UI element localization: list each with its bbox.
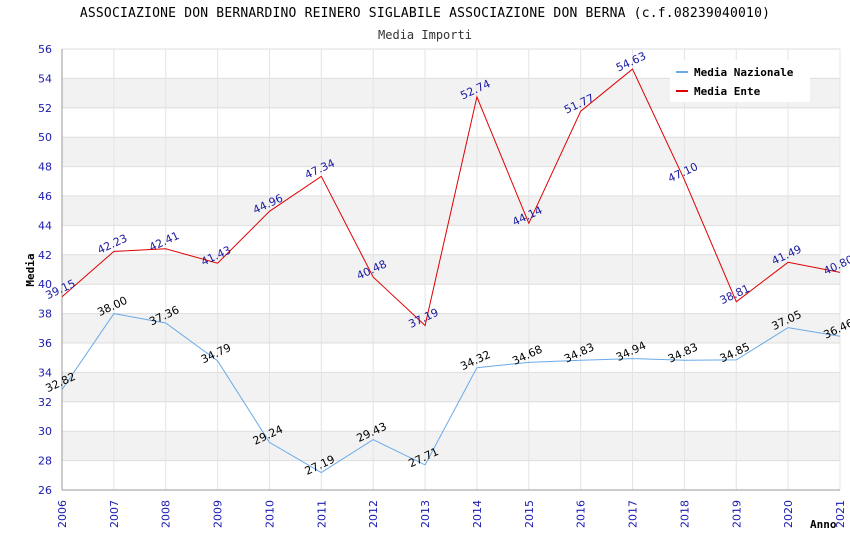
x-tick-label: 2013 [419, 500, 432, 528]
y-tick-label: 30 [38, 425, 52, 438]
y-tick-label: 34 [38, 366, 52, 379]
x-axis-label: Anno [810, 518, 837, 531]
y-tick-label: 38 [38, 308, 52, 321]
data-label-media-nazionale: 34.79 [199, 341, 233, 366]
data-label-media-nazionale: 34.32 [458, 348, 492, 373]
y-tick-label: 26 [38, 484, 52, 497]
x-tick-label: 2008 [160, 500, 173, 528]
legend-label: Media Nazionale [694, 66, 794, 79]
x-tick-label: 2021 [834, 500, 847, 528]
y-tick-label: 32 [38, 396, 52, 409]
background-band [62, 137, 840, 167]
plot-background-bands [62, 78, 840, 461]
background-band [62, 431, 840, 461]
x-tick-label: 2014 [471, 500, 484, 528]
y-tick-label: 28 [38, 455, 52, 468]
axes [61, 49, 840, 491]
chart-subtitle: Media Importi [378, 28, 472, 42]
x-tick-label: 2009 [212, 500, 225, 528]
legend-label: Media Ente [694, 85, 761, 98]
series-lines [61, 68, 841, 474]
legend: Media Nazionale Media Ente [670, 60, 810, 102]
x-tick-label: 2019 [730, 500, 743, 528]
y-tick-label: 54 [38, 72, 52, 85]
y-tick-label: 48 [38, 161, 52, 174]
x-tick-label: 2018 [678, 500, 691, 528]
x-tick-label: 2017 [627, 500, 640, 528]
y-tick-label: 42 [38, 249, 52, 262]
background-band [62, 313, 840, 343]
y-tick-label: 46 [38, 190, 52, 203]
data-label-media-nazionale: 34.85 [718, 340, 752, 365]
background-band [62, 372, 840, 402]
x-tick-label: 2006 [56, 500, 69, 528]
x-tick-label: 2007 [108, 500, 121, 528]
y-tick-label: 50 [38, 131, 52, 144]
y-tick-label: 40 [38, 278, 52, 291]
x-tick-label: 2010 [263, 500, 276, 528]
data-label-media-nazionale: 34.83 [666, 340, 700, 365]
x-tick-label: 2011 [315, 500, 328, 528]
y-tick-label: 52 [38, 102, 52, 115]
y-tick-label: 56 [38, 43, 52, 56]
x-tick-label: 2016 [575, 500, 588, 528]
data-label-media-ente: 42.41 [147, 229, 181, 254]
data-label-media-nazionale: 34.83 [562, 340, 596, 365]
legend-box [670, 60, 810, 102]
y-axis-label: Media [24, 253, 37, 286]
series-line-media-ente [61, 68, 841, 327]
y-tick-label: 44 [38, 219, 52, 232]
data-label-media-nazionale: 34.68 [510, 343, 544, 368]
x-tick-label: 2012 [367, 500, 380, 528]
x-tick-labels: 2006 2007 2008 2009 2010 2011 2012 2013 2014 2015… [56, 500, 847, 528]
x-tick-label: 2020 [782, 500, 795, 528]
data-label-media-ente: 38.81 [718, 282, 752, 307]
series-line-media-nazionale [61, 313, 841, 474]
chart-title: ASSOCIAZIONE DON BERNARDINO REINERO SIGL… [79, 6, 771, 21]
background-band [62, 254, 840, 285]
y-tick-label: 36 [38, 337, 52, 350]
gridlines [61, 48, 841, 491]
y-tick-labels: 26 28 30 32 34 36 38 40 42 44 46 48 50 52 54 56 [38, 43, 52, 497]
x-tick-label: 2015 [523, 500, 536, 528]
